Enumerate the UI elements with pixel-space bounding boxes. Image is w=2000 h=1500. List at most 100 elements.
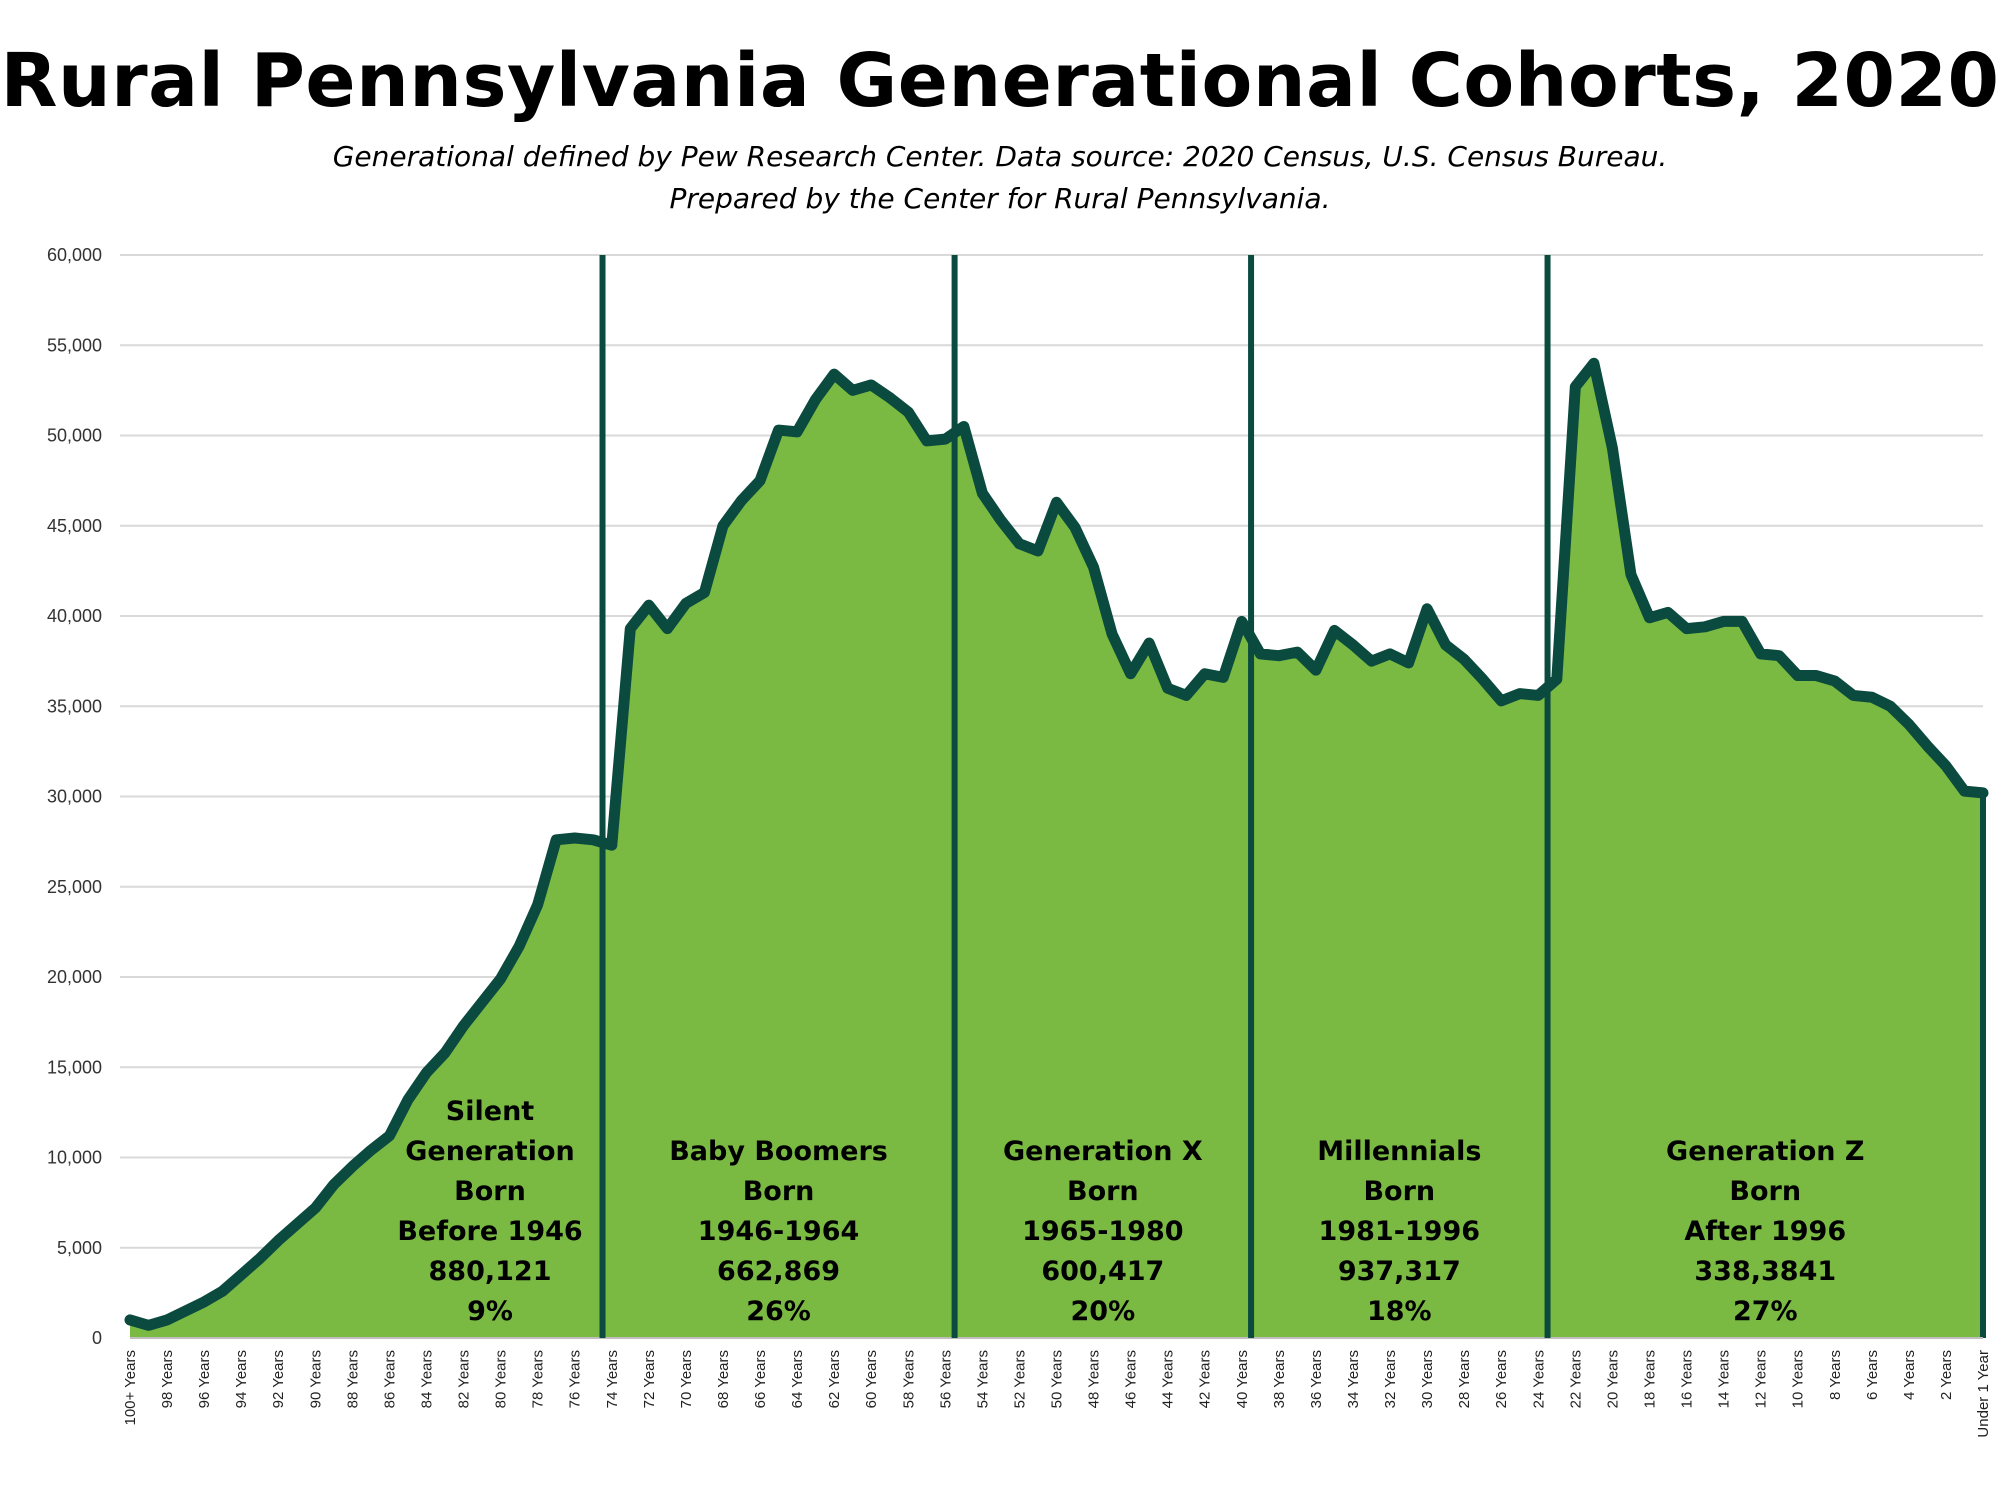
y-tick-label: 10,000 — [47, 1148, 102, 1168]
cohort-label-line: 26% — [746, 1296, 811, 1327]
x-tick-label: 86 Years — [381, 1350, 398, 1408]
x-tick-label: 26 Years — [1493, 1350, 1510, 1408]
x-tick-label: 48 Years — [1086, 1350, 1103, 1408]
x-tick-label: 90 Years — [307, 1350, 324, 1408]
cohort-label-line: 1965-1980 — [1022, 1216, 1184, 1247]
cohort-label-line: After 1996 — [1684, 1216, 1846, 1247]
x-tick-label: 50 Years — [1049, 1350, 1066, 1408]
x-tick-label: 66 Years — [752, 1350, 769, 1408]
y-tick-label: 0 — [92, 1328, 102, 1348]
x-tick-label: 22 Years — [1567, 1350, 1584, 1408]
x-tick-label: 8 Years — [1827, 1350, 1844, 1400]
cohort-label-line: 20% — [1071, 1296, 1136, 1327]
x-tick-label: 34 Years — [1345, 1350, 1362, 1408]
x-tick-label: Under 1 Year — [1975, 1350, 1992, 1438]
chart-subtitle-line-2: Prepared by the Center for Rural Pennsyl… — [669, 182, 1331, 215]
cohort-label-line: 937,317 — [1338, 1256, 1461, 1287]
cohort-annotations: Silent Generation Born Before 1946 880,121 9%… — [397, 1096, 1864, 1327]
cohort-label: Generation X Born 1965-1980 600,417 20% — [1003, 1136, 1203, 1327]
cohort-label-line: 1946-1964 — [698, 1216, 860, 1247]
x-tick-label: 70 Years — [678, 1350, 695, 1408]
cohort-label-line: Generation X — [1003, 1136, 1203, 1167]
cohort-label: Baby Boomers Born 1946-1964 662,869 26% — [669, 1136, 888, 1327]
cohort-label-line: Generation Z — [1666, 1136, 1864, 1167]
cohort-label-line: Born — [743, 1176, 815, 1207]
x-tick-label: 18 Years — [1641, 1350, 1658, 1408]
cohort-label-line: Generation — [405, 1136, 574, 1167]
x-axis-tick-labels: 100+ Years 98 Years 96 Years 94 Years 92 Yea… — [122, 1350, 1992, 1438]
cohort-label-line: Baby Boomers — [669, 1136, 888, 1167]
x-tick-label: 52 Years — [1011, 1350, 1028, 1408]
x-tick-label: 76 Years — [567, 1350, 584, 1408]
y-axis-tick-labels: 60,000 55,000 50,000 45,000 40,000 35,000 30,0… — [47, 245, 102, 1348]
y-tick-label: 15,000 — [47, 1057, 102, 1077]
cohort-label: Silent Generation Born Before 1946 880,121 9% — [397, 1096, 582, 1327]
cohort-label-line: Before 1946 — [397, 1216, 582, 1247]
x-tick-label: 58 Years — [900, 1350, 917, 1408]
x-tick-label: 12 Years — [1753, 1350, 1770, 1408]
x-tick-label: 38 Years — [1271, 1350, 1288, 1408]
x-tick-label: 44 Years — [1160, 1350, 1177, 1408]
x-tick-label: 14 Years — [1716, 1350, 1733, 1408]
cohort-label-line: Born — [1729, 1176, 1801, 1207]
x-tick-label: 32 Years — [1382, 1350, 1399, 1408]
cohort-label: Generation Z Born After 1996 338,3841 27% — [1666, 1136, 1864, 1327]
area-fill — [130, 363, 1983, 1338]
x-tick-label: 2 Years — [1938, 1350, 1955, 1400]
x-tick-label: 16 Years — [1679, 1350, 1696, 1408]
x-tick-label: 62 Years — [826, 1350, 843, 1408]
y-tick-label: 35,000 — [47, 696, 102, 716]
x-tick-label: 92 Years — [270, 1350, 287, 1408]
x-tick-label: 60 Years — [863, 1350, 880, 1408]
y-tick-label: 25,000 — [47, 877, 102, 897]
cohort-label: Millennials Born 1981-1996 937,317 18% — [1317, 1136, 1481, 1327]
x-tick-label: 100+ Years — [122, 1350, 139, 1426]
chart-subtitle-line-1: Generational defined by Pew Research Cen… — [332, 140, 1668, 173]
cohort-label-line: 1981-1996 — [1319, 1216, 1481, 1247]
y-tick-label: 60,000 — [47, 245, 102, 265]
x-tick-label: 88 Years — [344, 1350, 361, 1408]
y-tick-label: 40,000 — [47, 606, 102, 626]
x-tick-label: 20 Years — [1604, 1350, 1621, 1408]
x-tick-label: 40 Years — [1234, 1350, 1251, 1408]
y-tick-label: 20,000 — [47, 967, 102, 987]
x-tick-label: 54 Years — [974, 1350, 991, 1408]
cohort-label-line: Born — [454, 1176, 526, 1207]
cohort-label-line: 27% — [1733, 1296, 1798, 1327]
x-tick-label: 80 Years — [493, 1350, 510, 1408]
y-tick-label: 45,000 — [47, 516, 102, 536]
x-tick-label: 82 Years — [456, 1350, 473, 1408]
y-tick-label: 30,000 — [47, 787, 102, 807]
y-tick-label: 5,000 — [57, 1238, 102, 1258]
x-tick-label: 64 Years — [789, 1350, 806, 1408]
x-tick-label: 72 Years — [641, 1350, 658, 1408]
cohort-label-line: 600,417 — [1041, 1256, 1164, 1287]
y-tick-label: 50,000 — [47, 426, 102, 446]
cohort-label-line: Born — [1067, 1176, 1139, 1207]
x-tick-label: 24 Years — [1530, 1350, 1547, 1408]
x-tick-label: 68 Years — [715, 1350, 732, 1408]
cohort-label-line: Silent — [446, 1096, 534, 1127]
x-tick-label: 4 Years — [1901, 1350, 1918, 1400]
cohort-label-line: 880,121 — [429, 1256, 552, 1287]
cohort-label-line: 338,3841 — [1694, 1256, 1836, 1287]
x-tick-label: 30 Years — [1419, 1350, 1436, 1408]
x-tick-label: 74 Years — [604, 1350, 621, 1408]
x-tick-label: 10 Years — [1790, 1350, 1807, 1408]
y-tick-label: 55,000 — [47, 335, 102, 355]
cohort-label-line: 18% — [1367, 1296, 1432, 1327]
cohort-label-line: Millennials — [1317, 1136, 1481, 1167]
x-tick-label: 78 Years — [530, 1350, 547, 1408]
cohort-dividers — [599, 255, 1551, 1338]
x-tick-label: 28 Years — [1456, 1350, 1473, 1408]
x-tick-label: 6 Years — [1864, 1350, 1881, 1400]
x-tick-label: 42 Years — [1197, 1350, 1214, 1408]
cohort-label-line: 662,869 — [717, 1256, 840, 1287]
x-tick-label: 56 Years — [937, 1350, 954, 1408]
chart-title: Rural Pennsylvania Generational Cohorts,… — [0, 38, 2000, 124]
x-tick-label: 98 Years — [159, 1350, 176, 1408]
series-area — [124, 357, 1989, 1339]
cohort-label-line: Born — [1363, 1176, 1435, 1207]
x-tick-label: 96 Years — [196, 1350, 213, 1408]
